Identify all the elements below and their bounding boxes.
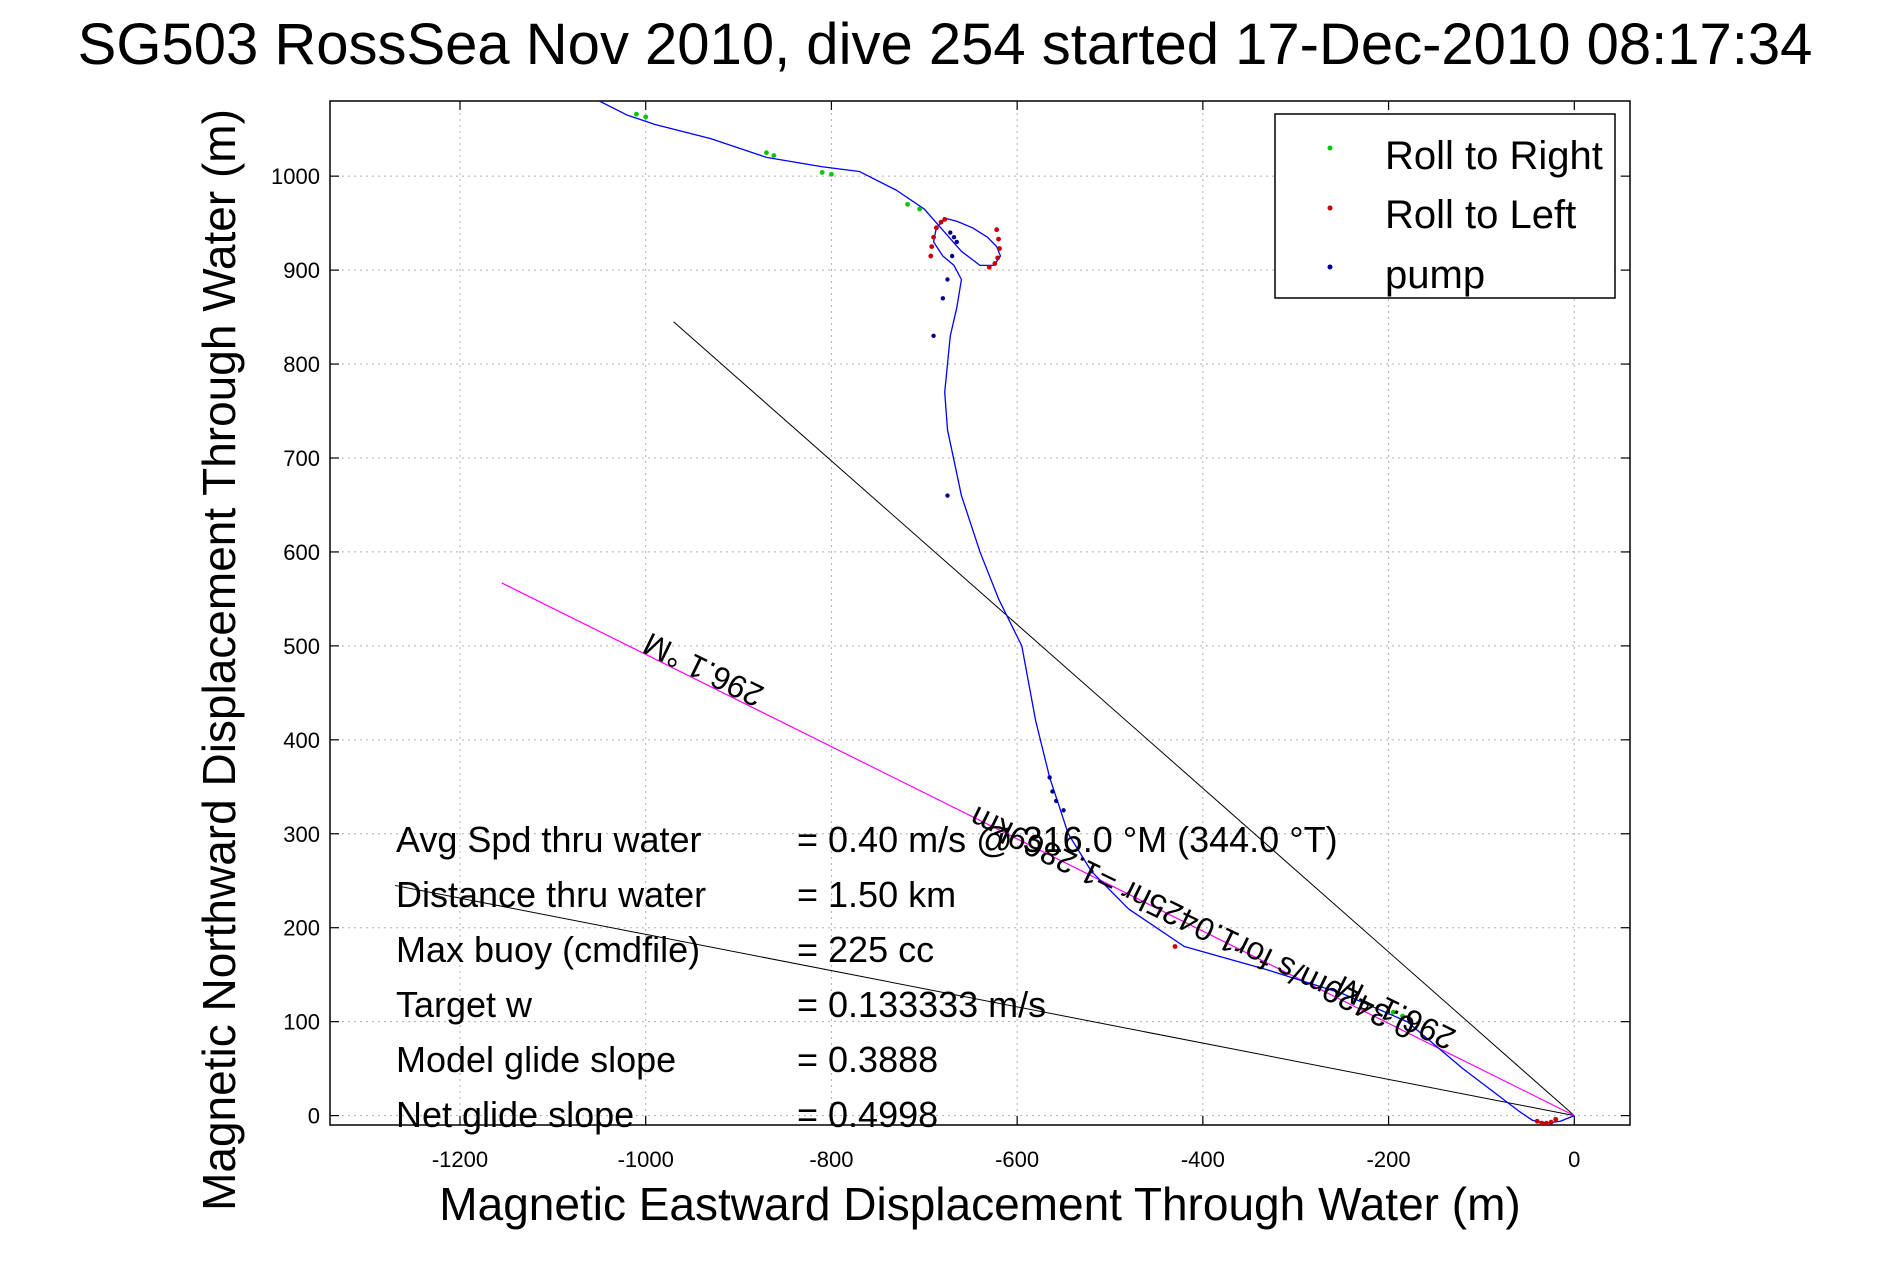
- roll-right-point: [634, 111, 639, 117]
- legend-label-pump: pump: [1385, 253, 1485, 297]
- y-tick-label: 400: [283, 728, 320, 753]
- roll-left-point: [942, 216, 948, 222]
- y-tick-label: 300: [283, 822, 320, 847]
- stat-value-target-w: = 0.133333 m/s: [797, 984, 1046, 1025]
- legend-marker-roll-right: [1327, 145, 1333, 151]
- stat-label-distance: Distance thru water: [396, 874, 706, 915]
- roll-right-point: [1400, 1013, 1405, 1019]
- roll-left-point: [1539, 1120, 1545, 1125]
- legend-marker-roll-left: [1327, 205, 1333, 211]
- pump-point: [945, 277, 950, 282]
- heading-lines: [394, 321, 1575, 1117]
- y-axis-label: Magnetic Northward Displacement Through …: [193, 109, 245, 1211]
- roll-left-point: [986, 264, 992, 270]
- legend-label-roll-left: Roll to Left: [1385, 193, 1576, 237]
- y-axis-ticks: 0 100 200 300 400 500 600 700 800 900 1000: [271, 164, 1630, 1129]
- legend-label-roll-right: Roll to Right: [1385, 134, 1603, 178]
- pump-point: [948, 230, 953, 235]
- pump-point: [1050, 789, 1055, 794]
- stat-value-distance: = 1.50 km: [797, 874, 956, 915]
- roll-left-point: [1544, 1120, 1549, 1125]
- x-tick-label: -200: [1367, 1147, 1411, 1172]
- chart-title: SG503 RossSea Nov 2010, dive 254 started…: [78, 12, 1813, 77]
- pump-markers: [931, 230, 1094, 874]
- pump-point: [949, 253, 955, 259]
- roll-right-point: [917, 206, 923, 212]
- roll-right-point: [819, 169, 825, 175]
- roll-left-point: [994, 227, 1000, 233]
- roll-right-point: [643, 114, 649, 120]
- roll-right-point: [829, 171, 834, 177]
- y-tick-label: 800: [283, 352, 320, 377]
- legend: Roll to Right Roll to Left pump: [1274, 113, 1616, 299]
- x-tick-label: -1000: [618, 1147, 674, 1172]
- x-tick-label: -600: [995, 1147, 1039, 1172]
- pump-point: [945, 493, 950, 498]
- roll-left-point: [933, 225, 939, 231]
- stat-label-target-w: Target w: [396, 984, 533, 1025]
- x-tick-label: -400: [1181, 1147, 1225, 1172]
- target-line-path: [501, 582, 1575, 1117]
- track-path: [598, 101, 1575, 1124]
- roll-left-point: [1553, 1116, 1559, 1122]
- pump-point: [1053, 798, 1059, 804]
- y-tick-label: 600: [283, 540, 320, 565]
- y-tick-label: 0: [308, 1104, 320, 1129]
- roll-left-point: [992, 261, 998, 266]
- roll-left-point: [938, 219, 944, 225]
- stat-value-net-glide: = 0.4998: [797, 1094, 938, 1135]
- roll-left-point: [1172, 944, 1178, 949]
- stat-label-avg-speed: Avg Spd thru water: [396, 819, 702, 860]
- x-tick-label: -800: [809, 1147, 853, 1172]
- heading-line: [394, 884, 1575, 1117]
- pump-point: [1047, 775, 1052, 780]
- roll-right-markers: [634, 111, 1405, 1019]
- roll-right-point: [764, 150, 769, 156]
- pump-point: [951, 235, 957, 240]
- x-tick-label: 0: [1568, 1147, 1580, 1172]
- roll-right-point: [905, 201, 910, 207]
- pump-point: [1089, 869, 1094, 874]
- roll-left-point: [928, 253, 934, 259]
- x-axis-label: Magnetic Eastward Displacement Through W…: [439, 1178, 1520, 1230]
- y-tick-label: 100: [283, 1010, 320, 1035]
- stat-label-net-glide: Net glide slope: [396, 1094, 634, 1135]
- y-tick-label: 200: [283, 916, 320, 941]
- target-heading-line: [501, 582, 1575, 1117]
- y-tick-label: 1000: [271, 164, 320, 189]
- pump-point: [954, 239, 959, 245]
- y-tick-label: 500: [283, 634, 320, 659]
- heading-line: [673, 321, 1575, 1116]
- stats-block: Avg Spd thru water = 0.40 m/s @ 316.0 °M…: [396, 819, 1338, 1135]
- stat-label-model-glide: Model glide slope: [396, 1039, 676, 1080]
- y-tick-label: 700: [283, 446, 320, 471]
- pump-point: [1061, 808, 1066, 813]
- roll-left-point: [995, 255, 1001, 261]
- stat-value-max-buoy: = 225 cc: [797, 929, 934, 970]
- roll-left-point: [996, 236, 1001, 242]
- y-tick-label: 900: [283, 258, 320, 283]
- roll-right-point: [771, 153, 777, 158]
- roll-left-point: [929, 244, 935, 250]
- stat-label-max-buoy: Max buoy (cmdfile): [396, 929, 700, 970]
- roll-left-point: [997, 246, 1002, 251]
- dive-track: [598, 101, 1575, 1124]
- pump-point: [940, 296, 946, 301]
- roll-left-point: [931, 234, 936, 240]
- roll-left-markers: [928, 216, 1559, 1125]
- x-tick-label: -1200: [432, 1147, 488, 1172]
- pump-point: [931, 333, 936, 339]
- roll-left-point: [1548, 1119, 1554, 1125]
- legend-marker-pump: [1327, 264, 1333, 270]
- roll-left-point: [1534, 1118, 1540, 1124]
- stat-value-model-glide: = 0.3888: [797, 1039, 938, 1080]
- stat-value-avg-speed: = 0.40 m/s @ 316.0 °M (344.0 °T): [797, 819, 1338, 860]
- x-axis-ticks: -1200 -1000 -800 -600 -400 -200 0: [432, 101, 1580, 1172]
- roll-right-point: [1390, 1009, 1396, 1015]
